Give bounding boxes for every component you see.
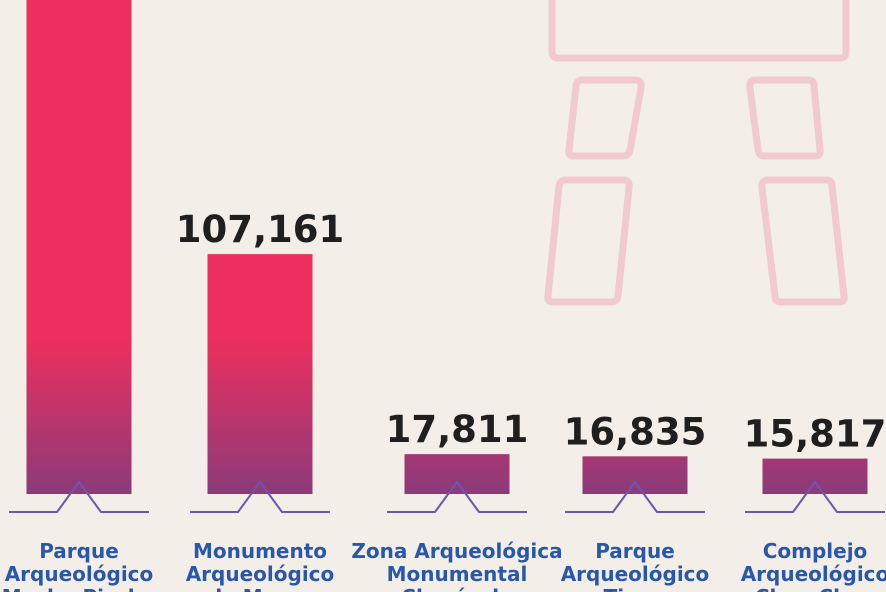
- chart: ParqueArqueológicoMachu Picchu107,161Mon…: [0, 0, 886, 592]
- bar: [583, 456, 688, 494]
- category-label: Tipon: [604, 585, 667, 592]
- category-label: Arqueológico: [186, 562, 335, 586]
- category-label: de Moray: [208, 585, 312, 592]
- category-label: Arqueológico: [561, 562, 710, 586]
- bar: [27, 0, 132, 494]
- bar: [405, 454, 510, 494]
- value-label: 107,161: [176, 208, 345, 251]
- value-label: 16,835: [564, 410, 707, 453]
- category-label: Complejo: [763, 539, 868, 563]
- category-label: Chavín de: [401, 585, 512, 592]
- category-label: Arqueológico: [5, 562, 154, 586]
- category-label: Parque: [595, 539, 675, 563]
- category-label: Zona Arqueológica: [351, 539, 562, 563]
- bar: [763, 459, 868, 494]
- value-label: 15,817: [744, 413, 886, 456]
- category-label: Chan Chan: [755, 585, 875, 592]
- category-label: Machu Picchu: [2, 585, 156, 592]
- category-label: Parque: [39, 539, 119, 563]
- category-label: Arqueológico: [741, 562, 886, 586]
- bar: [208, 254, 313, 494]
- category-label: Monumento: [193, 539, 327, 563]
- value-label: 17,811: [386, 408, 529, 451]
- category-label: Monumental: [387, 562, 528, 586]
